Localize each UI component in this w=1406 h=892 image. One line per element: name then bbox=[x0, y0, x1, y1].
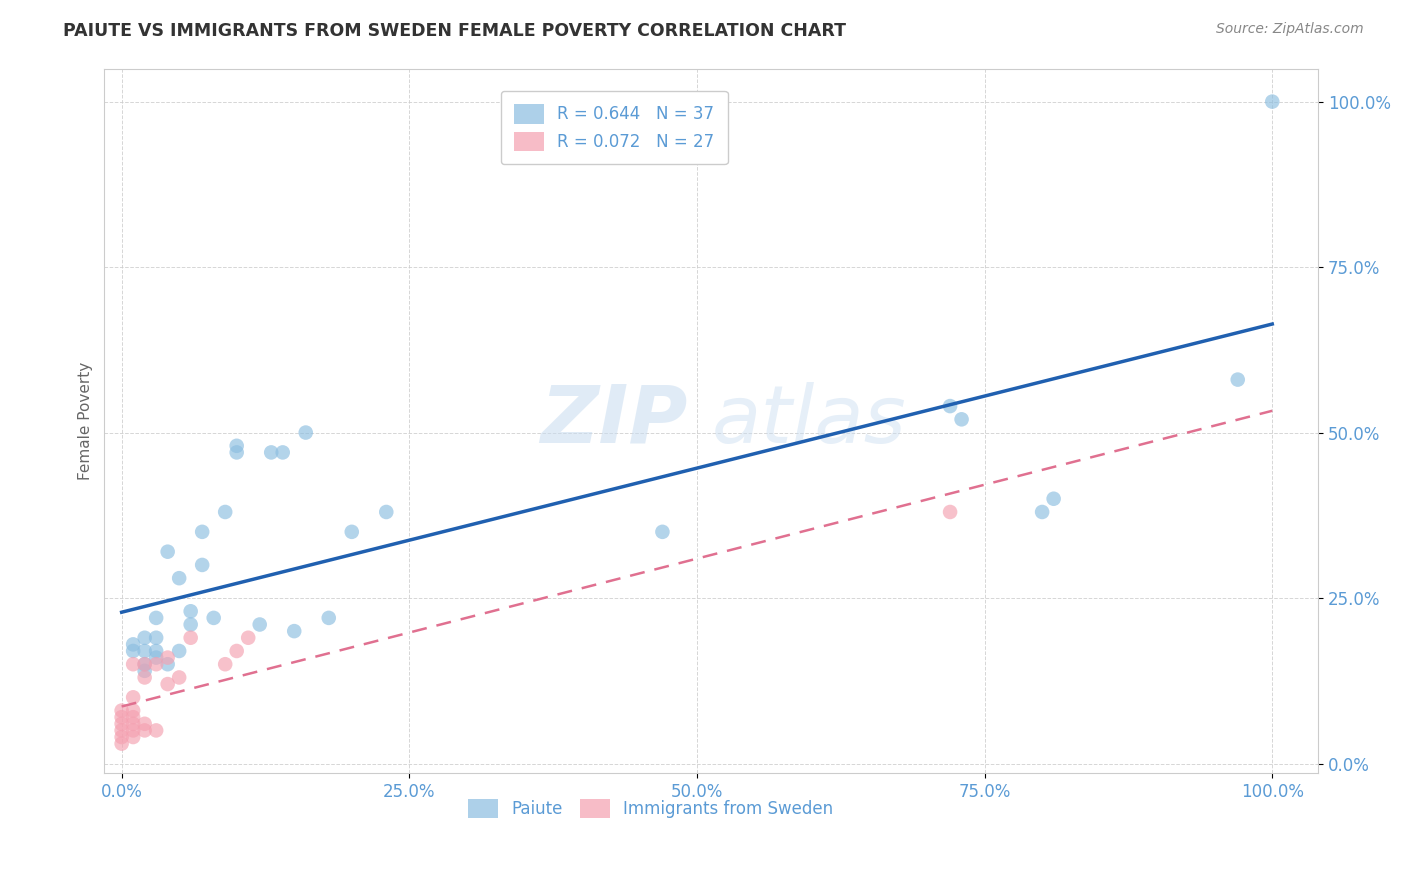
Point bbox=[225, 644, 247, 658]
Point bbox=[145, 631, 167, 645]
Point bbox=[111, 730, 134, 744]
Point bbox=[202, 611, 225, 625]
Point bbox=[238, 631, 260, 645]
Point bbox=[134, 670, 156, 684]
Point bbox=[111, 737, 134, 751]
Point bbox=[145, 723, 167, 738]
Point bbox=[134, 631, 156, 645]
Point bbox=[225, 439, 247, 453]
Point bbox=[145, 650, 167, 665]
Text: PAIUTE VS IMMIGRANTS FROM SWEDEN FEMALE POVERTY CORRELATION CHART: PAIUTE VS IMMIGRANTS FROM SWEDEN FEMALE … bbox=[63, 22, 846, 40]
Point bbox=[318, 611, 340, 625]
Point bbox=[180, 617, 202, 632]
Point bbox=[122, 644, 145, 658]
Text: Source: ZipAtlas.com: Source: ZipAtlas.com bbox=[1216, 22, 1364, 37]
Point bbox=[167, 670, 190, 684]
Point bbox=[225, 445, 247, 459]
Point bbox=[1226, 373, 1249, 387]
Point bbox=[180, 631, 202, 645]
Point bbox=[111, 704, 134, 718]
Point bbox=[1042, 491, 1064, 506]
Point bbox=[249, 617, 271, 632]
Point bbox=[167, 571, 190, 585]
Point bbox=[156, 657, 179, 672]
Point bbox=[283, 624, 305, 639]
Point bbox=[122, 657, 145, 672]
Point bbox=[134, 664, 156, 678]
Point bbox=[134, 657, 156, 672]
Point bbox=[1261, 95, 1284, 109]
Point bbox=[122, 690, 145, 705]
Point bbox=[260, 445, 283, 459]
Point bbox=[950, 412, 973, 426]
Point bbox=[145, 657, 167, 672]
Point bbox=[145, 644, 167, 658]
Point bbox=[122, 723, 145, 738]
Point bbox=[191, 524, 214, 539]
Point bbox=[156, 544, 179, 558]
Point bbox=[122, 637, 145, 651]
Point bbox=[122, 710, 145, 724]
Point bbox=[111, 710, 134, 724]
Point bbox=[134, 657, 156, 672]
Point bbox=[122, 716, 145, 731]
Text: atlas: atlas bbox=[711, 382, 905, 460]
Point bbox=[214, 505, 236, 519]
Point bbox=[167, 644, 190, 658]
Point bbox=[1031, 505, 1053, 519]
Text: ZIP: ZIP bbox=[540, 382, 688, 460]
Point bbox=[156, 677, 179, 691]
Point bbox=[122, 704, 145, 718]
Point bbox=[375, 505, 398, 519]
Legend: Paiute, Immigrants from Sweden: Paiute, Immigrants from Sweden bbox=[461, 792, 839, 825]
Y-axis label: Female Poverty: Female Poverty bbox=[79, 362, 93, 480]
Point bbox=[939, 399, 962, 413]
Point bbox=[191, 558, 214, 572]
Point bbox=[214, 657, 236, 672]
Point bbox=[145, 611, 167, 625]
Point bbox=[134, 644, 156, 658]
Point bbox=[180, 604, 202, 618]
Point bbox=[939, 505, 962, 519]
Point bbox=[122, 730, 145, 744]
Point bbox=[134, 716, 156, 731]
Point bbox=[651, 524, 673, 539]
Point bbox=[111, 723, 134, 738]
Point bbox=[294, 425, 316, 440]
Point bbox=[340, 524, 363, 539]
Point bbox=[111, 716, 134, 731]
Point bbox=[156, 650, 179, 665]
Point bbox=[134, 723, 156, 738]
Point bbox=[271, 445, 294, 459]
